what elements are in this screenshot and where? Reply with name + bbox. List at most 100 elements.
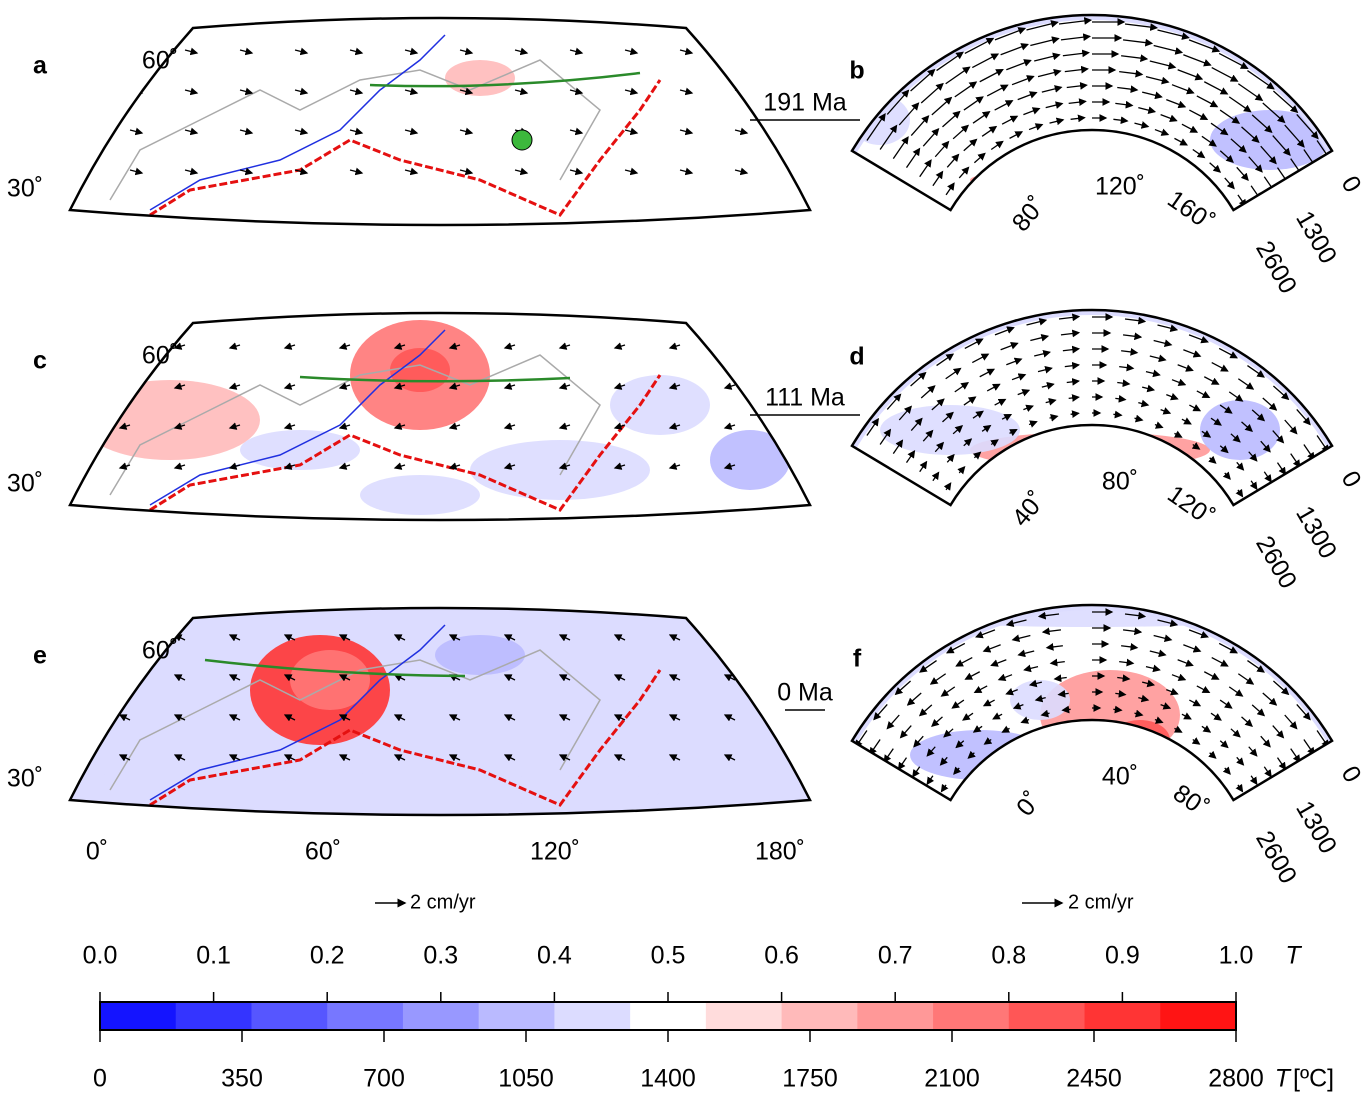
velocity-arrow [228,634,241,642]
velocity-arrow [1061,705,1071,714]
panel-label: d [849,343,864,371]
velocity-arrow [1115,689,1127,698]
velocity-arrow [118,382,131,390]
colorbar-segment [781,1002,858,1030]
velocity-arrow [503,674,516,682]
marker [511,129,533,151]
velocity-arrow [936,353,955,367]
velocity-arrow [118,462,131,470]
scale-label: 2 cm/yr [410,891,476,913]
velocity-arrow [1064,361,1080,370]
velocity-arrow [393,382,406,390]
velocity-arrow [228,342,241,350]
velocity-arrow [1260,440,1271,453]
velocity-arrow [940,686,956,697]
velocity-arrow [972,451,982,460]
velocity-arrow [967,750,976,759]
velocity-arrow [946,153,960,168]
velocity-arrow [239,167,254,176]
velocity-arrow [1017,649,1035,658]
velocity-arrow [1166,687,1179,696]
velocity-arrow [1017,389,1031,397]
velocity-arrow [1030,333,1050,342]
colorbar-tick-label: 0.1 [196,942,231,970]
angle-label: 80˚ [1102,468,1138,496]
velocity-arrow [1272,135,1291,157]
velocity-arrow [1023,664,1039,673]
velocity-arrow [1134,121,1150,129]
anomaly [240,430,360,470]
velocity-arrow [1145,75,1170,85]
velocity-arrow [1171,378,1187,387]
velocity-arrow [1189,404,1202,412]
anomaly [500,770,660,810]
anomaly [1040,670,1180,760]
velocity-arrow [283,754,296,762]
velocity-arrow [1171,84,1195,95]
velocity-arrow [1211,362,1229,372]
velocity-arrow [957,465,966,475]
velocity-arrow [668,674,681,682]
anomaly [70,770,300,810]
velocity-arrow [1177,659,1194,667]
velocity-arrow [1026,317,1048,326]
age-label: 111 Ma [765,384,845,412]
velocity-arrow [922,429,934,442]
velocity-arrow [1113,705,1123,714]
colorbar-segment [175,1002,252,1030]
velocity-arrow [920,82,944,104]
velocity-arrow [118,754,131,762]
velocity-arrow [1210,417,1222,426]
velocity-arrow [1041,381,1055,390]
velocity-arrow [1134,414,1144,423]
velocity-arrow [1222,471,1231,480]
velocity-arrow [883,748,894,763]
anomaly [970,168,1210,192]
velocity-arrow [404,87,419,96]
velocity-arrow [983,737,993,745]
velocity-arrow [1154,421,1164,429]
velocity-arrow [173,342,186,350]
velocity-arrow [1236,461,1245,471]
velocity-arrow [294,47,309,56]
lat-label: 60˚ [142,47,178,75]
velocity-arrow [1117,674,1131,683]
velocity-arrow [1174,137,1188,146]
velocity-arrow [723,714,736,722]
coastline [109,59,601,201]
velocity-arrow [1060,33,1092,42]
velocity-arrow [1068,394,1080,402]
velocity-arrow [920,385,936,399]
velocity-arrow [723,382,736,390]
velocity-arrow [942,411,954,423]
velocity-arrow [613,382,626,390]
velocity-arrow [349,47,364,56]
panel-label: c [33,347,47,375]
velocity-arrow [1192,148,1206,159]
velocity-arrow [393,634,406,642]
velocity-arrow [1049,658,1065,667]
velocity-arrow [1005,619,1027,627]
velocity-arrow [173,714,186,722]
velocity-arrow [1041,85,1063,93]
velocity-arrow [1276,757,1287,771]
velocity-arrow [1211,67,1239,82]
velocity-arrow [994,27,1027,41]
velocity-arrow [919,660,937,673]
velocity-arrow [1034,349,1051,358]
velocity-arrow [899,725,912,739]
velocity-arrow [1189,699,1202,707]
velocity-arrow [1208,455,1217,464]
colorbar-segment [1008,1002,1086,1030]
lon-label: 120˚ [530,838,580,866]
velocity-arrow [955,657,973,667]
velocity-arrow [931,471,940,482]
section-background [851,14,1333,211]
velocity-arrow [945,66,971,85]
velocity-arrow [931,716,943,728]
velocity-arrow [1203,376,1220,385]
section-line [299,375,571,383]
velocity-arrow [1057,689,1069,698]
velocity-arrow [906,692,922,706]
